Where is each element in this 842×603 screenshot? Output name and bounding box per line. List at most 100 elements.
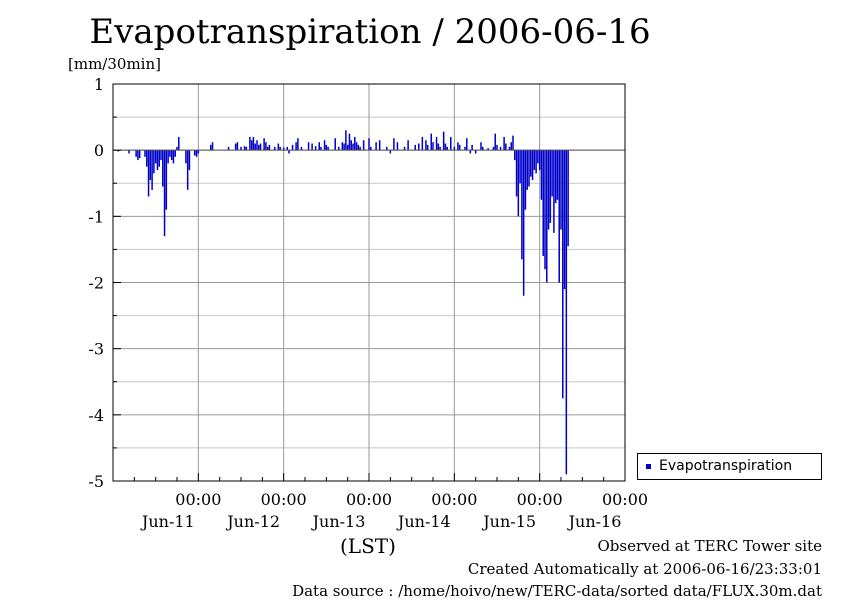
y-axis-unit-label: [mm/30min] — [68, 55, 161, 73]
bar — [362, 140, 365, 151]
bar — [503, 136, 505, 151]
bar — [163, 150, 166, 237]
x-tick-date-label: Jun-14 — [396, 512, 451, 531]
bar — [496, 144, 498, 151]
bar — [277, 143, 280, 151]
bar — [268, 144, 271, 151]
bar — [357, 144, 360, 151]
bar — [375, 142, 377, 151]
axis-ticks-and-labels: 10-1-2-3-4-500:00Jun-1100:00Jun-1200:00J… — [88, 75, 648, 531]
bar — [236, 142, 239, 151]
bar — [174, 150, 176, 157]
bar — [494, 133, 496, 151]
bar — [254, 143, 256, 151]
bar — [554, 150, 557, 204]
x-axis-unit-label: (LST) — [340, 534, 396, 558]
bar — [354, 136, 356, 151]
bar — [178, 136, 180, 151]
y-tick-label: -5 — [88, 472, 104, 491]
bar — [426, 144, 429, 151]
bar — [160, 150, 162, 161]
bar — [540, 150, 543, 200]
bar — [531, 150, 534, 180]
bar — [151, 150, 153, 190]
bar — [350, 140, 352, 151]
bar — [320, 146, 322, 151]
bar — [279, 146, 281, 151]
bar — [524, 150, 527, 210]
bar — [266, 146, 269, 151]
bar — [512, 135, 514, 151]
footer-site-note: Observed at TERC Tower site — [597, 537, 822, 555]
bar — [117, 150, 120, 152]
bar — [560, 150, 562, 230]
bar — [425, 140, 427, 151]
bar — [227, 146, 230, 151]
bar — [508, 146, 511, 151]
bar — [414, 144, 416, 151]
bar — [389, 150, 392, 154]
y-tick-label: 0 — [94, 141, 104, 160]
bar — [323, 140, 326, 151]
bar — [457, 142, 459, 151]
bar — [144, 150, 146, 157]
bar — [517, 150, 520, 217]
bar — [537, 150, 539, 164]
bar — [562, 150, 564, 399]
bar — [530, 150, 532, 177]
bar-series-evapotranspiration — [117, 130, 569, 475]
bar — [252, 136, 255, 151]
bar — [458, 144, 461, 151]
bar — [194, 150, 196, 156]
x-tick-time-label: 00:00 — [346, 490, 392, 509]
bar — [286, 146, 288, 151]
bar — [176, 146, 178, 151]
bar — [314, 146, 317, 151]
x-tick-date-label: Jun-11 — [140, 512, 195, 531]
bar — [450, 136, 452, 151]
bar — [210, 144, 212, 151]
bar — [211, 142, 214, 151]
bar — [378, 140, 381, 151]
bar — [430, 133, 432, 151]
bar — [393, 138, 395, 151]
bar — [403, 146, 406, 151]
bar — [565, 150, 568, 475]
x-tick-date-label: Jun-15 — [481, 512, 536, 531]
bar — [519, 150, 521, 184]
bar — [325, 144, 328, 151]
bar — [563, 150, 566, 290]
bar — [505, 143, 507, 151]
bar — [195, 150, 198, 157]
bar — [138, 150, 141, 159]
bar — [469, 150, 472, 154]
y-tick-label: -1 — [88, 207, 104, 226]
bar — [274, 146, 276, 151]
legend-swatch — [646, 463, 651, 469]
bar — [432, 142, 434, 151]
bar — [567, 150, 569, 247]
bar — [510, 142, 512, 151]
bar — [165, 150, 168, 210]
bar — [334, 138, 336, 151]
bar — [259, 143, 262, 151]
bar — [549, 150, 552, 223]
bar — [355, 142, 358, 151]
bar — [544, 150, 546, 270]
bar — [172, 150, 175, 164]
x-tick-time-label: 00:00 — [261, 490, 307, 509]
bar — [170, 150, 173, 161]
bar — [558, 150, 560, 283]
bar — [538, 150, 541, 171]
y-tick-label: -3 — [88, 340, 104, 359]
bar — [288, 150, 290, 154]
bar — [137, 150, 139, 161]
x-tick-time-label: 00:00 — [517, 490, 563, 509]
bar — [149, 150, 152, 180]
bar — [153, 150, 155, 174]
bar — [345, 130, 347, 151]
bar — [522, 150, 525, 296]
bar — [282, 147, 285, 151]
bar — [421, 136, 424, 151]
bar — [444, 143, 447, 151]
